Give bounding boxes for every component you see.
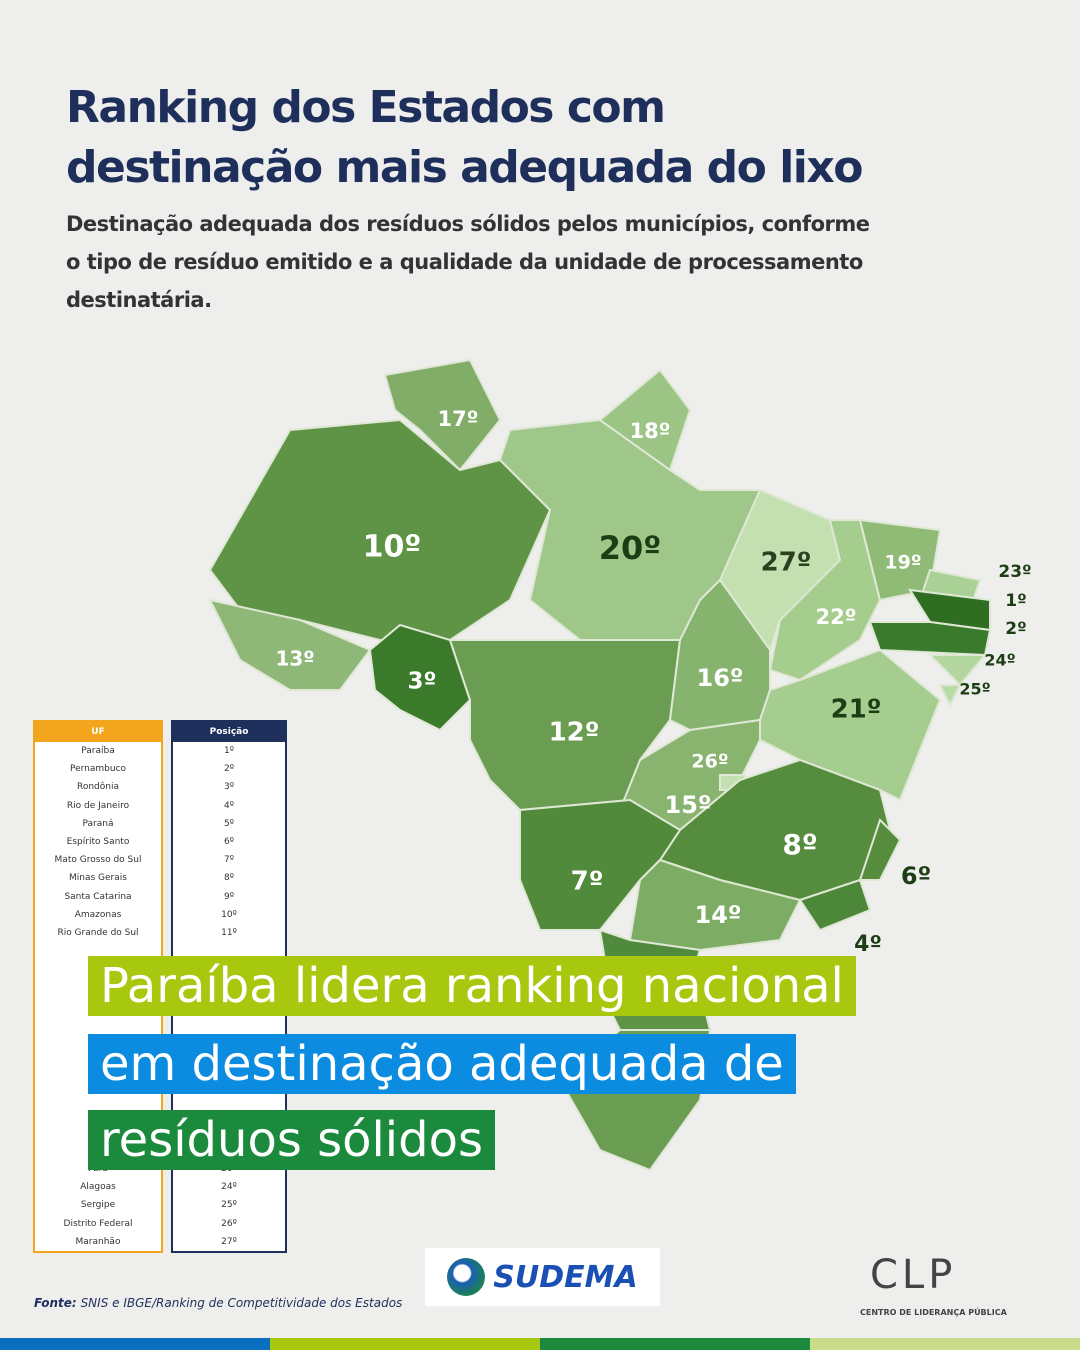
- table-cell: 27º: [221, 1236, 237, 1247]
- table-cell: Maranhão: [75, 1236, 121, 1247]
- map-label: 20º: [599, 529, 662, 567]
- state: [208, 598, 372, 691]
- logo-icon: [447, 1258, 486, 1296]
- table-cell: Santa Catarina: [64, 891, 132, 902]
- source-label: Fonte:: [34, 1296, 77, 1310]
- map-label: 12º: [549, 718, 600, 748]
- table-cell: 6º: [224, 836, 234, 847]
- logo-clp: CLP: [870, 1252, 957, 1298]
- table-cell: 8º: [224, 873, 234, 884]
- table-cell: 3º: [224, 782, 234, 793]
- table-cell: Amazonas: [74, 909, 122, 920]
- table-cell: Alagoas: [80, 1182, 116, 1193]
- table-header: Posição: [173, 722, 285, 742]
- table-cell: 4º: [224, 800, 234, 811]
- table-cell: 24º: [221, 1182, 237, 1193]
- table-cell: 10º: [221, 909, 237, 920]
- table-cell: Paraná: [82, 818, 114, 829]
- table-cell: Paraíba: [81, 746, 115, 756]
- map-label: 4º: [854, 932, 882, 957]
- state: [368, 623, 472, 732]
- map-label: 22º: [815, 605, 856, 629]
- map-label: 27º: [761, 548, 812, 578]
- table-cell: Espírito Santo: [66, 836, 130, 847]
- map-label: 19º: [884, 552, 921, 574]
- map-label: 13º: [275, 647, 314, 671]
- table-cell: 5º: [224, 818, 234, 829]
- state: [868, 621, 992, 657]
- map-label: 18º: [629, 419, 670, 443]
- table-cell: Sergipe: [80, 1200, 116, 1211]
- map-label: 3º: [408, 669, 437, 695]
- map-label: 6º: [901, 862, 931, 890]
- subtitle: Destinação adequada dos resíduos sólidos…: [66, 212, 870, 236]
- headline: em destinação adequada de: [88, 1034, 796, 1094]
- logo-text: SUDEMA: [493, 1259, 638, 1295]
- table-cell: 11º: [221, 927, 237, 938]
- map-label: 8º: [782, 828, 817, 861]
- table-cell: Pernambuco: [69, 764, 127, 775]
- table-cell: Rio de Janeiro: [66, 800, 130, 811]
- table-cell: 1º: [224, 746, 234, 756]
- subtitle: destinatária.: [66, 288, 212, 312]
- table-cell: Distrito Federal: [63, 1218, 133, 1229]
- map-label: 7º: [571, 867, 604, 897]
- table-cell: 2º: [224, 764, 234, 775]
- table-cell: 7º: [224, 855, 234, 866]
- headline: Paraíba lidera ranking nacional: [88, 956, 856, 1016]
- map-label: 2º: [1005, 619, 1026, 639]
- subtitle: o tipo de resíduo emitido e a qualidade …: [66, 250, 863, 274]
- state: [858, 818, 902, 881]
- map-label: 17º: [437, 407, 478, 431]
- title: Ranking dos Estados com: [66, 82, 666, 133]
- bottom-stripe: [0, 1338, 1080, 1350]
- map-label: 21º: [831, 695, 882, 725]
- map-label: 10º: [363, 530, 422, 565]
- table-cell: Rio Grande do Sul: [57, 927, 139, 938]
- map-label: 16º: [697, 664, 744, 692]
- table-cell: Minas Gerais: [69, 873, 127, 884]
- table-cell: 9º: [224, 891, 234, 902]
- table-cell: 25º: [221, 1200, 237, 1211]
- source: Fonte: SNIS e IBGE/Ranking de Competitiv…: [34, 1296, 402, 1310]
- state: [938, 684, 962, 708]
- logo-sudema: SUDEMA: [425, 1248, 660, 1306]
- table-cell: 26º: [221, 1218, 237, 1229]
- headline: resíduos sólidos: [88, 1110, 495, 1170]
- state: [798, 878, 872, 932]
- map-label: 25º: [959, 680, 990, 699]
- map-label: 15º: [665, 791, 712, 819]
- source-text: SNIS e IBGE/Ranking de Competitividade d…: [80, 1296, 403, 1310]
- map-label: 26º: [691, 751, 728, 773]
- title: destinação mais adequada do lixo: [66, 142, 863, 193]
- table-cell: Rondônia: [77, 782, 119, 793]
- map-label: 24º: [984, 651, 1015, 670]
- table-cell: Mato Grosso do Sul: [54, 855, 142, 866]
- table-header: UF: [35, 722, 161, 742]
- logo-clp-sub: CENTRO DE LIDERANÇA PÚBLICA: [860, 1308, 1007, 1317]
- state: [927, 654, 988, 687]
- map-label: 1º: [1005, 591, 1026, 611]
- map-label: 14º: [695, 901, 742, 929]
- map-label: 23º: [998, 562, 1031, 582]
